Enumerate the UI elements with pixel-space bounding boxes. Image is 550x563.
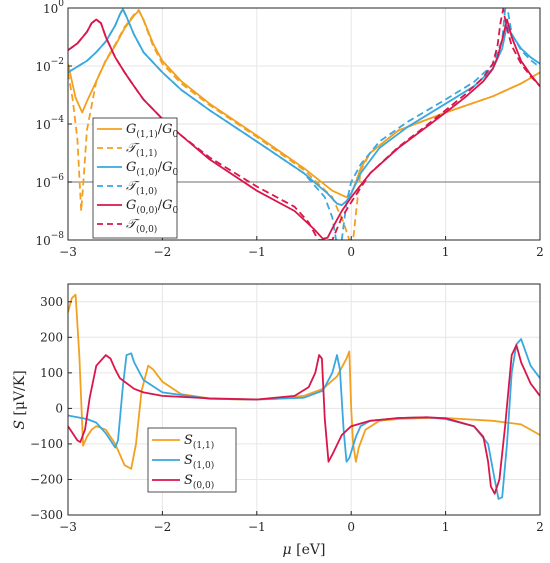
y-tick-label: 200: [40, 330, 63, 344]
seebeck-line-1: [68, 338, 540, 500]
x-tick-label: −3: [59, 520, 77, 534]
y-ticks-top: 100 10−2 10−4 10−6 10−8: [35, 0, 72, 248]
x-tick-label: 0: [347, 245, 355, 259]
x-tick-label: −2: [154, 520, 172, 534]
series-line-5: [68, 8, 540, 240]
y-tick-label: 100: [40, 366, 63, 380]
y-tick-label: 10−6: [35, 173, 64, 190]
x-tick-label: 1: [442, 520, 450, 534]
series-top: [68, 8, 540, 240]
x-tick-label: 2: [536, 245, 544, 259]
legend-label-G10: G(1,0)/G0: [126, 160, 179, 178]
y-tick-label: 10−2: [35, 57, 64, 74]
y-tick-label: 300: [40, 295, 63, 309]
y-tick-label: −300: [30, 508, 63, 522]
x-tick-label: −3: [59, 245, 77, 259]
y-tick-label: −100: [30, 437, 63, 451]
x-ticks-top: −3 −2 −1 0 1 2: [59, 236, 544, 259]
legend-label-S10: S(1,0): [184, 453, 214, 471]
transmission-panel: −3 −2 −1 0 1 2 100 10−2 10−4 10−6 10−8 G(1,1)/G0 …: [35, 0, 543, 259]
legend-label-S00: S(0,0): [184, 473, 214, 491]
x-tick-label: −2: [154, 245, 172, 259]
y-tick-label: −200: [30, 472, 63, 486]
x-tick-label: 0: [347, 520, 355, 534]
y-ticks-bottom: 300 200 100 0 −100 −200 −300: [30, 295, 72, 522]
legend-label-G11: G(1,1)/G0: [126, 122, 179, 140]
legend-top: G(1,1)/G0 𝒯(1,1) G(1,0)/G0 𝒯(1,0) G(0,0)…: [92, 117, 179, 239]
legend-bottom: S(1,1) S(1,0) S(0,0): [147, 427, 237, 493]
x-axis-label: μ [eV]: [283, 542, 326, 558]
series-bottom: [68, 293, 540, 500]
x-tick-label: 2: [536, 520, 544, 534]
x-tick-label: 1: [442, 245, 450, 259]
series-line-4: [68, 18, 540, 240]
y-axis-label: S [μV/K]: [12, 370, 28, 429]
x-tick-label: −1: [248, 245, 266, 259]
x-ticks-bottom: −3 −2 −1 0 1 2: [59, 511, 544, 534]
x-tick-label: −1: [248, 520, 266, 534]
axes-frame-bottom: [67, 283, 541, 516]
y-tick-label: 100: [43, 0, 64, 16]
y-tick-label: 10−8: [35, 231, 64, 248]
legend-label-G00: G(0,0)/G0: [126, 198, 179, 216]
y-tick-label: 0: [55, 401, 63, 415]
y-tick-label: 10−4: [35, 115, 64, 132]
legend-label-S11: S(1,1): [184, 433, 214, 451]
seebeck-line-2: [68, 344, 540, 495]
